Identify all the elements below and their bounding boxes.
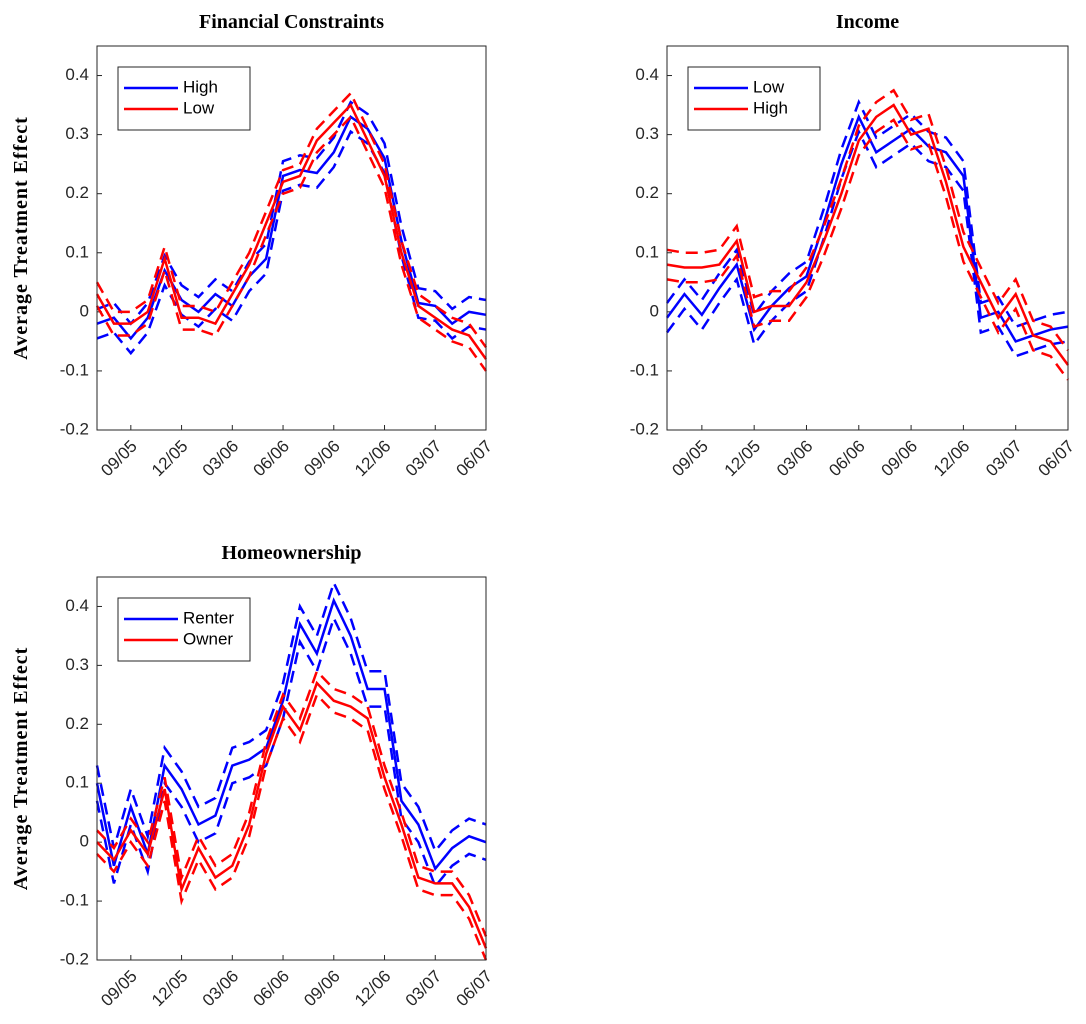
y-tick-label: -0.2 xyxy=(60,419,89,438)
x-tick-label: 09/05 xyxy=(97,437,141,481)
y-tick-label: -0.1 xyxy=(60,360,89,379)
panel: Financial Constraints Average Treatment E… xyxy=(10,11,496,480)
y-tick-label: 0.2 xyxy=(635,183,659,202)
x-tick-label: 09/06 xyxy=(300,437,344,481)
chart-title: Homeownership xyxy=(222,542,362,564)
y-tick-label: -0.2 xyxy=(630,419,659,438)
y-tick-label: 0.3 xyxy=(65,655,89,674)
axes-box xyxy=(96,576,487,961)
series-line xyxy=(665,113,1069,343)
legend-box xyxy=(117,66,251,131)
y-axis-label: Average Treatment Effect xyxy=(10,647,32,891)
x-tick-label: 12/05 xyxy=(148,437,192,481)
x-tick-label: 03/07 xyxy=(982,437,1026,481)
legend-label: Low xyxy=(753,77,785,96)
x-tick-label: 06/06 xyxy=(250,437,294,481)
y-tick-label: 0 xyxy=(650,301,659,320)
confidence-band xyxy=(665,98,1069,329)
y-tick-label: 0.3 xyxy=(635,124,659,143)
y-tick-label: 0.3 xyxy=(65,124,89,143)
y-tick-label: -0.1 xyxy=(630,360,659,379)
x-tick-label: 06/07 xyxy=(1034,437,1078,481)
y-tick-label: 0.4 xyxy=(65,596,89,615)
x-tick-label: 12/05 xyxy=(721,437,765,481)
y-tick-label: -0.2 xyxy=(60,949,89,968)
y-tick-label: 0.1 xyxy=(65,242,89,261)
confidence-band xyxy=(665,128,1069,358)
legend-label: High xyxy=(753,98,788,117)
legend-box xyxy=(687,66,821,131)
chart-title: Financial Constraints xyxy=(199,11,384,33)
series-line xyxy=(95,102,488,360)
y-tick-label: 0.1 xyxy=(635,242,659,261)
x-tick-label: 03/07 xyxy=(402,967,446,1011)
x-tick-label: 03/06 xyxy=(773,437,817,481)
y-tick-label: 0 xyxy=(80,301,89,320)
x-tick-label: 12/06 xyxy=(351,437,395,481)
confidence-band xyxy=(96,692,488,961)
legend-label: High xyxy=(183,77,218,96)
panel: Income-0.2-0.100.10.20.30.409/05 12/05 03/… xyxy=(630,11,1078,480)
series-line xyxy=(666,103,1070,366)
x-tick-label: 06/06 xyxy=(825,437,869,481)
confidence-band xyxy=(666,88,1070,351)
x-tick-label: 06/07 xyxy=(452,437,496,481)
y-tick-label: 0.1 xyxy=(65,773,89,792)
series-line xyxy=(95,597,487,872)
y-tick-label: 0.2 xyxy=(65,714,89,733)
confidence-band xyxy=(95,579,487,854)
x-tick-label: 09/05 xyxy=(668,437,712,481)
legend-label: Low xyxy=(183,98,215,117)
y-axis-label: Average Treatment Effect xyxy=(10,116,32,360)
x-tick-label: 09/06 xyxy=(878,437,922,481)
confidence-band xyxy=(95,91,488,349)
legend-label: Renter xyxy=(183,608,234,627)
axes-box xyxy=(96,45,487,431)
x-tick-label: 09/05 xyxy=(97,967,141,1011)
x-tick-label: 03/06 xyxy=(199,967,243,1011)
y-tick-label: 0.2 xyxy=(65,183,89,202)
confidence-band xyxy=(95,114,488,372)
x-tick-label: 12/05 xyxy=(148,967,192,1011)
x-tick-label: 09/06 xyxy=(300,967,344,1011)
y-tick-label: -0.1 xyxy=(60,891,89,910)
panel: Homeownership Average Treatment Effect -0.… xyxy=(10,542,496,1010)
confidence-band xyxy=(96,129,487,356)
x-tick-label: 06/06 xyxy=(250,967,294,1011)
y-tick-label: 0.4 xyxy=(65,65,89,84)
legend-box xyxy=(117,597,251,662)
x-tick-label: 12/06 xyxy=(351,967,395,1011)
series-line xyxy=(96,680,488,949)
x-tick-label: 03/07 xyxy=(402,437,446,481)
x-tick-label: 03/06 xyxy=(199,437,243,481)
y-tick-label: 0 xyxy=(80,832,89,851)
confidence-band xyxy=(96,668,488,937)
y-tick-label: 0.4 xyxy=(635,65,659,84)
confidence-band xyxy=(666,118,1070,381)
confidence-band xyxy=(96,100,487,326)
x-tick-label: 12/06 xyxy=(930,437,974,481)
chart-title: Income xyxy=(836,11,899,33)
legend-label: Owner xyxy=(183,629,233,648)
x-tick-label: 06/07 xyxy=(452,967,496,1011)
axes-box xyxy=(666,45,1069,431)
